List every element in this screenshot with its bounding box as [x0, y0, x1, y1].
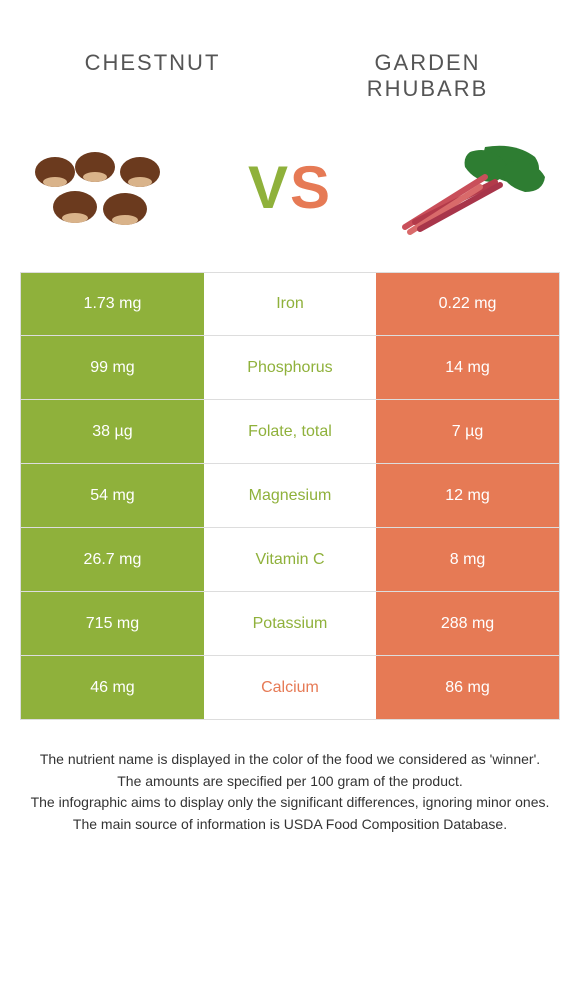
chestnut-image	[20, 132, 200, 242]
comparison-table: 1.73 mgIron0.22 mg99 mgPhosphorus14 mg38…	[20, 272, 560, 720]
cell-right-value: 12 mg	[376, 464, 559, 527]
food-title-right: Garden Rhubarb	[315, 50, 540, 102]
table-row: 54 mgMagnesium12 mg	[21, 464, 559, 528]
cell-left-value: 715 mg	[21, 592, 204, 655]
cell-nutrient-label: Phosphorus	[204, 336, 376, 399]
cell-nutrient-label: Folate, total	[204, 400, 376, 463]
cell-right-value: 86 mg	[376, 656, 559, 719]
footer-notes: The nutrient name is displayed in the co…	[0, 720, 580, 834]
food-title-left: Chestnut	[40, 50, 265, 102]
footer-line-4: The main source of information is USDA F…	[20, 815, 560, 835]
cell-right-value: 7 µg	[376, 400, 559, 463]
cell-left-value: 54 mg	[21, 464, 204, 527]
cell-nutrient-label: Vitamin C	[204, 528, 376, 591]
table-row: 46 mgCalcium86 mg	[21, 656, 559, 720]
cell-right-value: 8 mg	[376, 528, 559, 591]
table-row: 99 mgPhosphorus14 mg	[21, 336, 559, 400]
cell-nutrient-label: Iron	[204, 273, 376, 335]
cell-left-value: 1.73 mg	[21, 273, 204, 335]
table-row: 1.73 mgIron0.22 mg	[21, 272, 559, 336]
footer-line-1: The nutrient name is displayed in the co…	[20, 750, 560, 770]
cell-left-value: 26.7 mg	[21, 528, 204, 591]
rhubarb-image	[380, 132, 560, 242]
cell-nutrient-label: Potassium	[204, 592, 376, 655]
table-row: 38 µgFolate, total7 µg	[21, 400, 559, 464]
cell-left-value: 46 mg	[21, 656, 204, 719]
table-row: 26.7 mgVitamin C8 mg	[21, 528, 559, 592]
vs-row: VS	[0, 122, 580, 272]
vs-s: S	[290, 154, 332, 221]
vs-label: VS	[248, 153, 332, 222]
header: Chestnut Garden Rhubarb	[0, 0, 580, 122]
table-row: 715 mgPotassium288 mg	[21, 592, 559, 656]
cell-left-value: 99 mg	[21, 336, 204, 399]
footer-line-3: The infographic aims to display only the…	[20, 793, 560, 813]
cell-nutrient-label: Calcium	[204, 656, 376, 719]
cell-right-value: 14 mg	[376, 336, 559, 399]
footer-line-2: The amounts are specified per 100 gram o…	[20, 772, 560, 792]
cell-left-value: 38 µg	[21, 400, 204, 463]
vs-v: V	[248, 154, 290, 221]
cell-right-value: 0.22 mg	[376, 273, 559, 335]
cell-right-value: 288 mg	[376, 592, 559, 655]
cell-nutrient-label: Magnesium	[204, 464, 376, 527]
